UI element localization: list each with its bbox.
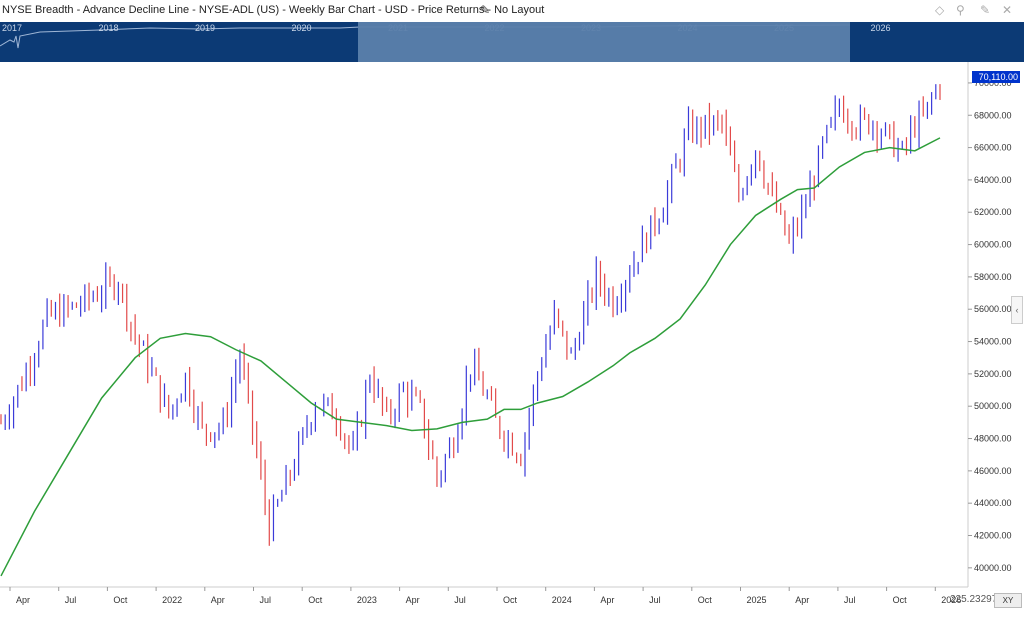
moving-average-line [0,137,941,577]
chart-area[interactable]: 70000.0068000.0066000.0064000.0062000.00… [0,62,1024,607]
x-tick-label: Oct [698,595,713,605]
y-tick-label: 54000.00 [974,337,1012,347]
x-tick-label: Apr [600,595,614,605]
x-tick-label: Jul [65,595,77,605]
x-tick-label: 2025 [747,595,767,605]
navigator-year-label: 2026 [870,23,891,33]
navigator-year-label: 2017 [2,23,23,33]
navigator-year-label: 2018 [98,23,119,33]
y-tick-label: 52000.00 [974,369,1012,379]
y-tick-label: 62000.00 [974,207,1012,217]
y-tick-label: 42000.00 [974,531,1012,541]
y-tick-label: 66000.00 [974,143,1012,153]
y-tick-label: 40000.00 [974,563,1012,573]
scroll-handle[interactable]: ‹ [1011,296,1023,324]
x-tick-label: Oct [893,595,908,605]
x-tick-label: Oct [308,595,323,605]
x-tick-label: Apr [211,595,225,605]
x-tick-label: Jul [454,595,466,605]
close-icon[interactable]: ✕ [1002,3,1013,17]
time-axis: Apr Jul Oct 2022 Apr Jul Oct 2023 Apr Jul Oct 2024 A… [9,587,961,605]
y-tick-label: 48000.00 [974,434,1012,444]
xy-toggle-button[interactable]: XY [994,593,1022,608]
price-axis: 70000.0068000.0066000.0064000.0062000.00… [968,78,1012,573]
y-tick-label: 56000.00 [974,304,1012,314]
y-tick-label: 44000.00 [974,498,1012,508]
x-tick-label: 2022 [162,595,182,605]
bar-series-down [0,84,941,546]
last-price-tag: 70,110.00 [972,71,1020,83]
bar-series-up [4,84,937,542]
x-tick-label: Oct [503,595,518,605]
x-tick-label: Apr [406,595,420,605]
x-tick-label: Apr [795,595,809,605]
x-tick-label: Oct [113,595,128,605]
x-tick-label: 2023 [357,595,377,605]
x-tick-label: Jul [649,595,661,605]
x-tick-label: Jul [260,595,272,605]
y-tick-label: 46000.00 [974,466,1012,476]
y-tick-label: 64000.00 [974,175,1012,185]
chart-title: NYSE Breadth - Advance Decline Line - NY… [2,4,545,16]
pin-icon[interactable]: ✎ [980,3,991,17]
y-tick-label: 60000.00 [974,240,1012,250]
navigator-year-label: 2019 [195,23,216,33]
y-tick-label: 68000.00 [974,110,1012,120]
pencil-icon[interactable]: ✎ [480,3,491,17]
cursor-readout: 225.23297 [950,594,998,605]
x-tick-label: 2024 [552,595,572,605]
x-tick-label: Jul [844,595,856,605]
y-tick-label: 50000.00 [974,401,1012,411]
x-tick-label: 2026 [941,595,961,605]
diamond-icon[interactable]: ◇ [935,3,945,17]
title-bar: NYSE Breadth - Advance Decline Line - NY… [0,0,1024,23]
pin-icon[interactable]: ⚲ [956,3,965,17]
y-tick-label: 58000.00 [974,272,1012,282]
x-tick-label: Apr [16,595,30,605]
navigator-window[interactable] [358,22,850,62]
navigator-year-label: 2020 [291,23,312,33]
